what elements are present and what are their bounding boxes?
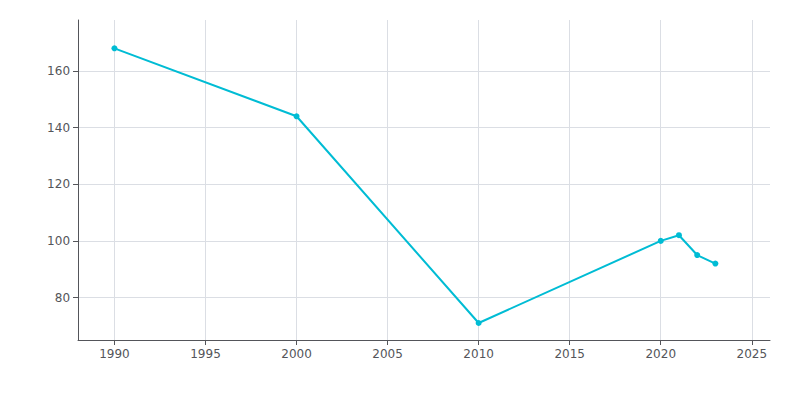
svg-text:1990: 1990: [99, 347, 130, 361]
svg-text:2010: 2010: [463, 347, 494, 361]
svg-text:2020: 2020: [645, 347, 676, 361]
svg-text:140: 140: [47, 121, 70, 135]
svg-text:2015: 2015: [554, 347, 585, 361]
svg-text:160: 160: [47, 64, 70, 78]
svg-text:2025: 2025: [737, 347, 768, 361]
svg-text:2005: 2005: [372, 347, 403, 361]
svg-text:100: 100: [47, 234, 70, 248]
svg-text:1995: 1995: [190, 347, 221, 361]
svg-text:80: 80: [55, 291, 70, 305]
svg-text:2000: 2000: [281, 347, 312, 361]
svg-text:120: 120: [47, 177, 70, 191]
